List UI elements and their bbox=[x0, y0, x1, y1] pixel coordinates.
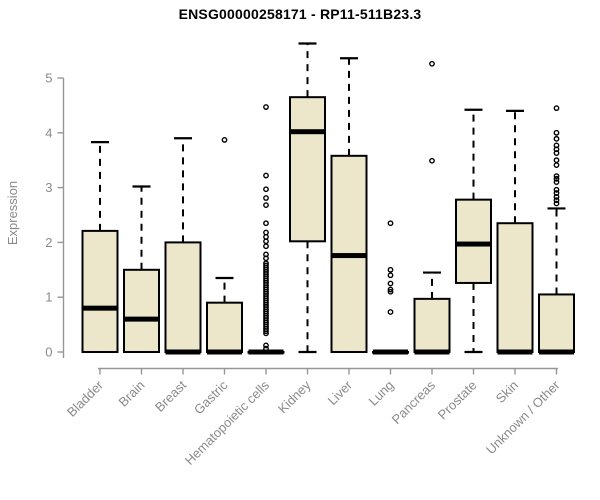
category-label-liver: Liver bbox=[325, 377, 356, 408]
outlier-hematopoietic-cells-11 bbox=[263, 255, 269, 262]
outlier-unknown-other-1 bbox=[553, 129, 560, 136]
median-kidney bbox=[290, 129, 325, 135]
outlier-lung-3 bbox=[387, 280, 394, 287]
y-tick-label-3: 3 bbox=[45, 180, 52, 195]
median-brain bbox=[124, 316, 159, 322]
category-label-bladder: Bladder bbox=[64, 377, 107, 420]
chart-title: ENSG00000258171 - RP11-511B23.3 bbox=[178, 6, 422, 22]
box-pancreas bbox=[413, 297, 451, 353]
category-label-brain: Brain bbox=[116, 378, 148, 410]
category-label-pancreas: Pancreas bbox=[389, 377, 439, 427]
outlier-unknown-other-0 bbox=[553, 105, 560, 112]
outlier-unknown-other-7 bbox=[553, 162, 560, 169]
median-pancreas bbox=[414, 349, 450, 355]
outlier-unknown-other-15 bbox=[553, 200, 560, 207]
median-breast bbox=[165, 349, 201, 355]
y-tick-label-4: 4 bbox=[45, 125, 52, 140]
outlier-unknown-other-6 bbox=[553, 157, 560, 164]
outlier-unknown-other-11 bbox=[553, 186, 560, 193]
y-tick-label-5: 5 bbox=[45, 71, 52, 86]
box-breast bbox=[164, 241, 202, 353]
box-unknown-other bbox=[538, 293, 575, 353]
outlier-hematopoietic-cells-4 bbox=[263, 202, 269, 209]
median-gastric bbox=[207, 349, 242, 355]
median-unknown-other bbox=[539, 349, 574, 355]
box-bladder bbox=[81, 229, 119, 353]
median-skin bbox=[497, 349, 533, 355]
outlier-hematopoietic-cells-8 bbox=[263, 238, 269, 245]
outlier-hematopoietic-cells-3 bbox=[263, 195, 269, 201]
outlier-unknown-other-13 bbox=[553, 194, 560, 200]
outlier-gastric-0 bbox=[221, 137, 228, 143]
box-skin bbox=[496, 222, 534, 353]
outlier-hematopoietic-cells-45 bbox=[263, 342, 269, 349]
category-label-prostate: Prostate bbox=[435, 378, 480, 423]
median-hematopoietic-cells bbox=[248, 349, 284, 355]
outlier-lung-4 bbox=[387, 286, 394, 293]
outlier-unknown-other-14 bbox=[553, 197, 560, 204]
outlier-lung-0 bbox=[387, 220, 394, 227]
outlier-lung-5 bbox=[387, 288, 394, 295]
outlier-pancreas-1 bbox=[429, 157, 435, 164]
outlier-hematopoietic-cells-1 bbox=[263, 172, 269, 179]
outlier-pancreas-0 bbox=[429, 60, 435, 67]
outlier-unknown-other-8 bbox=[553, 173, 560, 179]
y-tick-label-0: 0 bbox=[45, 345, 52, 360]
category-label-unknown-other: Unknown / Other bbox=[483, 377, 563, 457]
median-bladder bbox=[82, 305, 118, 311]
outlier-hematopoietic-cells-44 bbox=[263, 330, 269, 337]
outlier-unknown-other-5 bbox=[553, 150, 560, 156]
outlier-unknown-other-9 bbox=[553, 175, 560, 182]
outlier-lung-6 bbox=[387, 309, 394, 315]
median-lung bbox=[373, 349, 408, 355]
category-label-breast: Breast bbox=[152, 377, 189, 414]
outlier-hematopoietic-cells-9 bbox=[263, 243, 269, 250]
outlier-hematopoietic-cells-5 bbox=[263, 220, 269, 227]
outlier-unknown-other-10 bbox=[553, 179, 560, 186]
box-brain bbox=[123, 268, 160, 353]
category-label-skin: Skin bbox=[493, 378, 521, 406]
outlier-hematopoietic-cells-0 bbox=[263, 104, 269, 110]
outlier-hematopoietic-cells-46 bbox=[263, 345, 269, 352]
category-label-gastric: Gastric bbox=[191, 377, 231, 417]
outlier-hematopoietic-cells-43 bbox=[263, 328, 269, 335]
y-tick-label-2: 2 bbox=[45, 235, 52, 250]
category-label-kidney: Kidney bbox=[275, 377, 314, 416]
box-prostate bbox=[455, 198, 492, 284]
median-prostate bbox=[456, 241, 491, 247]
y-axis-title: Expression bbox=[5, 181, 20, 245]
box-kidney bbox=[289, 96, 326, 243]
outlier-unknown-other-2 bbox=[553, 135, 560, 142]
box-gastric bbox=[206, 301, 243, 353]
y-tick-label-1: 1 bbox=[45, 290, 52, 305]
outlier-lung-1 bbox=[387, 266, 394, 273]
outlier-hematopoietic-cells-2 bbox=[263, 186, 269, 193]
category-label-lung: Lung bbox=[366, 378, 397, 409]
outlier-lung-2 bbox=[387, 272, 394, 279]
median-liver bbox=[331, 253, 367, 259]
